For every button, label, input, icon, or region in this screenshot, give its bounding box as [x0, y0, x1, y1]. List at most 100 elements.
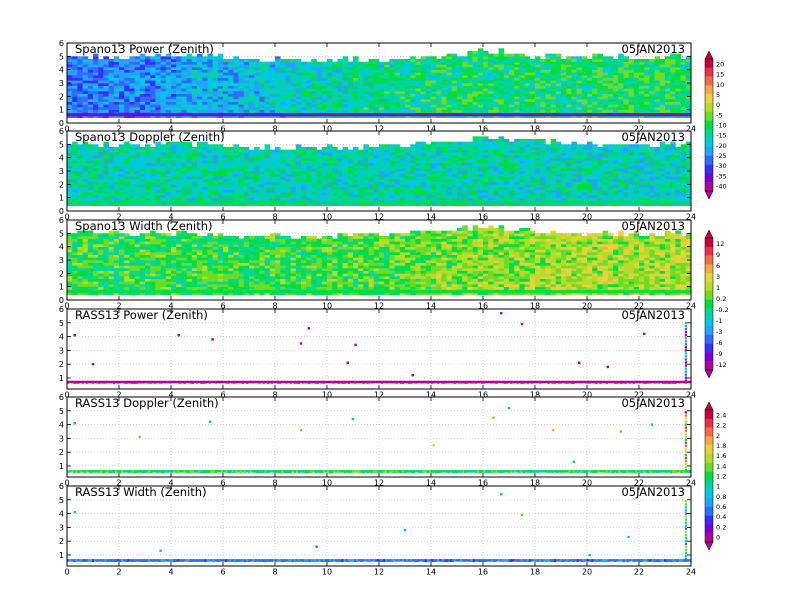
heatmap-cell: [233, 109, 239, 113]
heatmap-cell: [550, 96, 557, 100]
heatmap-cell: [493, 149, 499, 153]
heatmap-cell: [529, 59, 536, 62]
heatmap-cell: [529, 157, 536, 161]
heatmap-cell: [103, 165, 109, 169]
heatmap-cell: [602, 91, 609, 94]
heatmap-cell: [306, 203, 312, 206]
heatmap-cell: [498, 80, 505, 84]
heatmap-cell: [373, 88, 380, 92]
heatmap-cell: [358, 107, 364, 110]
heatmap-cell: [301, 152, 307, 156]
heatmap-cell: [519, 160, 525, 164]
heatmap-cell: [113, 80, 120, 84]
heatmap-cell: [639, 80, 645, 84]
heatmap-cell: [165, 88, 172, 92]
heatmap-cell: [347, 179, 354, 182]
heatmap-cell: [264, 69, 271, 73]
heatmap-cell: [67, 80, 73, 84]
heatmap-cell: [446, 115, 453, 118]
heatmap-cell: [243, 109, 250, 113]
heatmap-cell: [264, 61, 271, 65]
heatmap-cell: [555, 107, 562, 110]
heatmap-cell: [347, 85, 354, 89]
heatmap-cell: [207, 93, 213, 97]
heatmap-cell: [165, 187, 172, 190]
heatmap-cell: [498, 160, 505, 164]
heatmap-cell: [181, 160, 187, 164]
heatmap-cell: [285, 189, 291, 193]
heatmap-cell: [680, 59, 687, 62]
heatmap-cell: [113, 104, 120, 108]
heatmap-cell: [87, 179, 94, 182]
heatmap-cell: [524, 75, 531, 78]
heatmap-cell: [633, 75, 640, 78]
heatmap-cell: [602, 109, 609, 113]
heatmap-cell: [155, 144, 161, 148]
heatmap-cell: [446, 203, 453, 206]
heatmap-cell: [181, 144, 187, 148]
heatmap-cell: [332, 83, 338, 86]
heatmap-cell: [462, 99, 468, 102]
heatmap-cell: [264, 101, 271, 105]
heatmap-cell: [238, 77, 245, 81]
heatmap-cell: [67, 61, 73, 65]
heatmap-cell: [155, 149, 161, 153]
heatmap-cell: [446, 184, 453, 188]
heatmap-cell: [295, 104, 302, 108]
heatmap-cell: [228, 160, 234, 164]
heatmap-cell: [72, 189, 78, 193]
heatmap-cell: [405, 203, 411, 206]
heatmap-cell: [275, 80, 281, 84]
heatmap-cell: [295, 197, 302, 201]
heatmap-cell: [238, 184, 245, 188]
heatmap-cell: [514, 195, 520, 198]
heatmap-cell: [581, 69, 588, 73]
heatmap-cell: [415, 99, 421, 102]
heatmap-cell: [72, 149, 78, 153]
heatmap-cell: [581, 77, 588, 81]
heatmap-cell: [363, 107, 369, 110]
heatmap-cell: [446, 64, 453, 68]
heatmap-cell: [207, 67, 213, 70]
heatmap-cell: [155, 61, 161, 65]
heatmap-cell: [373, 75, 380, 78]
heatmap-cell: [295, 195, 302, 198]
heatmap-cell: [405, 101, 411, 105]
heatmap-cell: [301, 189, 307, 193]
heatmap-cell: [483, 136, 489, 140]
heatmap-cell: [119, 88, 125, 92]
heatmap-cell: [207, 171, 213, 174]
heatmap-cell: [420, 203, 427, 206]
heatmap-cell: [124, 176, 130, 180]
heatmap-cell: [384, 157, 390, 161]
heatmap-cell: [503, 101, 510, 105]
heatmap-cell: [285, 187, 291, 190]
heatmap-cell: [306, 72, 312, 76]
heatmap-cell: [529, 69, 536, 73]
heatmap-cell: [342, 165, 349, 169]
heatmap-cell: [150, 184, 156, 188]
heatmap-cell: [186, 179, 193, 182]
heatmap-cell: [509, 147, 515, 150]
heatmap-cell: [644, 77, 650, 81]
heatmap-cell: [103, 157, 109, 161]
heatmap-cell: [165, 59, 172, 62]
heatmap-cell: [420, 187, 427, 190]
heatmap-cell: [165, 173, 172, 177]
heatmap-cell: [165, 184, 172, 188]
heatmap-cell: [613, 107, 619, 110]
heatmap-cell: [394, 155, 401, 158]
heatmap-cell: [77, 115, 83, 118]
heatmap-cell: [108, 173, 115, 177]
heatmap-cell: [680, 93, 687, 97]
heatmap-cell: [321, 96, 328, 100]
heatmap-cell: [93, 91, 99, 94]
heatmap-cell: [150, 104, 156, 108]
heatmap-cell: [436, 93, 442, 97]
heatmap-cell: [358, 165, 364, 169]
heatmap-cell: [441, 59, 447, 62]
heatmap-cell: [249, 101, 255, 105]
heatmap-cell: [654, 91, 661, 94]
heatmap-cell: [446, 59, 453, 62]
heatmap-cell: [249, 67, 255, 70]
